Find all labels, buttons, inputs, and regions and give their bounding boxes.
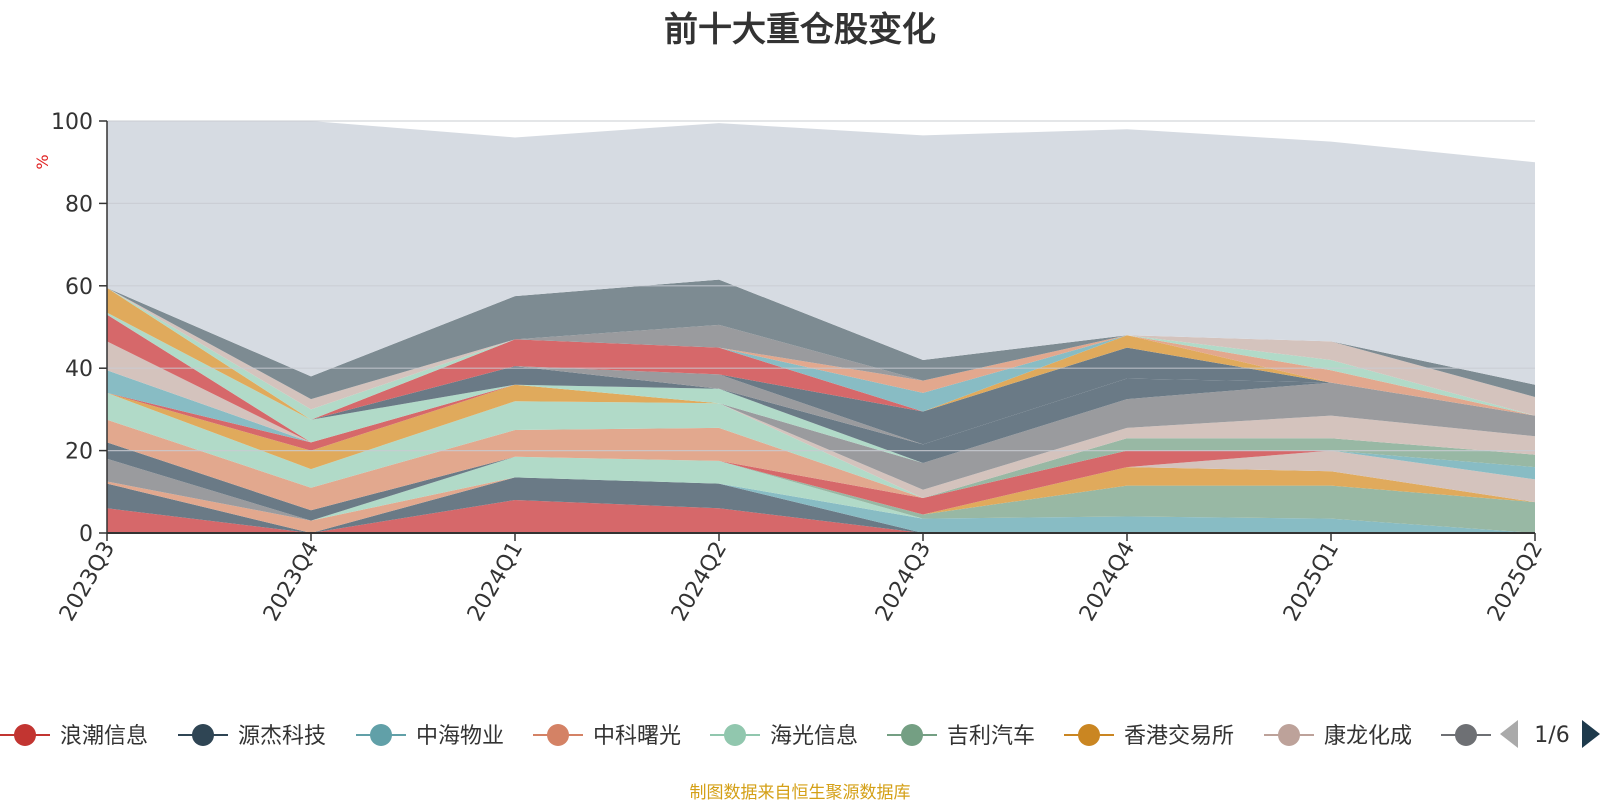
x-tick-label: 2025Q1	[1279, 538, 1344, 626]
legend-item[interactable]: 中海物业	[356, 724, 504, 749]
legend-marker-icon	[14, 724, 36, 746]
legend-marker-icon	[1278, 724, 1300, 746]
legend-label: 中科曙光	[593, 724, 681, 749]
area-series-15	[107, 392, 1535, 498]
legend-label: 浪潮信息	[60, 724, 148, 749]
legend-item[interactable]: 中科曙光	[533, 724, 681, 749]
y-tick-label: 40	[65, 357, 93, 382]
legend-marker-icon	[1455, 724, 1477, 746]
legend-label: 海光信息	[770, 724, 858, 749]
area-series-31	[107, 287, 1535, 420]
area-series-7	[107, 456, 1535, 521]
legend-item[interactable]: 源杰科技	[178, 724, 326, 749]
area-series-17	[107, 384, 1535, 490]
area-series-23	[107, 312, 1535, 463]
legend-page-indicator: 1/6	[1534, 723, 1569, 748]
legend-marker-icon	[547, 724, 569, 746]
legend-label: 源杰科技	[238, 724, 326, 749]
legend-marker-icon	[724, 724, 746, 746]
x-tick-label: 2023Q3	[55, 538, 120, 626]
x-tick-label: 2024Q1	[463, 538, 528, 626]
legend-label: 中海物业	[416, 724, 504, 749]
x-tick-label: 2025Q2	[1483, 538, 1548, 626]
y-tick-label: 60	[65, 275, 93, 300]
area-series-24	[107, 312, 1535, 463]
area-series-14	[107, 392, 1535, 498]
x-tick-label: 2024Q4	[1075, 538, 1140, 626]
legend-next-page-icon[interactable]	[1582, 720, 1600, 748]
legend-marker-icon	[901, 724, 923, 746]
y-tick-label: 0	[79, 522, 93, 547]
y-tick-label: 20	[65, 440, 93, 465]
area-series-35	[107, 121, 1535, 385]
legend-item[interactable]: 吉利汽车	[887, 724, 1035, 749]
legend-marker-icon	[370, 724, 392, 746]
y-tick-label: 80	[65, 192, 93, 217]
legend-marker-icon	[1078, 724, 1100, 746]
area-series-26	[107, 312, 1535, 445]
chart-title: 前十大重仓股变化	[664, 10, 936, 50]
x-tick-label: 2023Q4	[259, 538, 324, 626]
legend-label: 康龙化成	[1324, 724, 1412, 749]
x-tick-label: 2024Q2	[667, 538, 732, 626]
legend-marker-icon	[192, 724, 214, 746]
x-tick-label: 2024Q3	[871, 538, 936, 626]
y-tick-label: 100	[51, 110, 93, 135]
legend-label: 吉利汽车	[947, 724, 1035, 749]
area-series-20	[107, 370, 1535, 490]
legend-pager: 1/6	[1500, 720, 1600, 748]
stacked-area-layer	[107, 121, 1535, 533]
source-note: 制图数据来自恒生聚源数据库	[689, 783, 911, 803]
area-series-6	[107, 456, 1535, 533]
area-series-4	[107, 477, 1535, 533]
legend-label: 香港交易所	[1124, 724, 1234, 749]
area-series-34	[107, 279, 1535, 400]
area-series-13	[107, 419, 1535, 511]
legend-item[interactable]: 康龙化成	[1264, 724, 1412, 749]
legend-item[interactable]: 浪潮信息	[0, 724, 148, 749]
legend: 浪潮信息 源杰科技 中海物业 中科曙光 海光信息 吉利汽车 香港交易所 康龙化成	[0, 724, 1491, 749]
legend-item[interactable]	[1441, 724, 1491, 746]
legend-item[interactable]: 香港交易所	[1064, 724, 1234, 749]
area-series-5	[107, 456, 1535, 533]
y-axis-unit-label: %	[33, 154, 52, 169]
area-series-8	[107, 450, 1535, 521]
legend-item[interactable]: 海光信息	[710, 724, 858, 749]
area-series-3	[107, 477, 1535, 533]
area-series-11	[107, 442, 1535, 515]
legend-prev-page-icon[interactable]	[1500, 720, 1518, 748]
